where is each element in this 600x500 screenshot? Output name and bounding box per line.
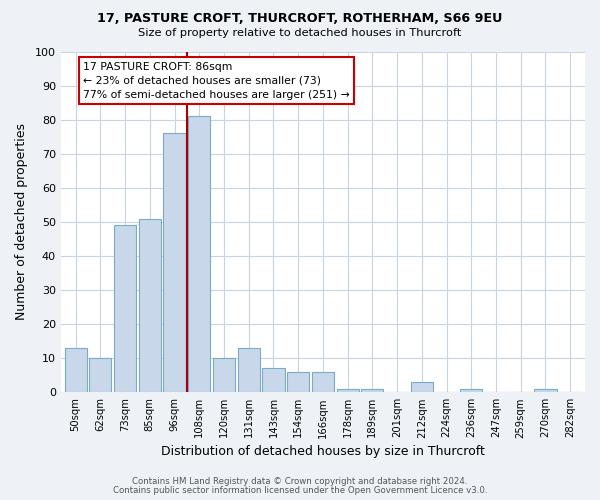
Bar bbox=[262, 368, 284, 392]
Bar bbox=[312, 372, 334, 392]
Text: Contains public sector information licensed under the Open Government Licence v3: Contains public sector information licen… bbox=[113, 486, 487, 495]
Bar bbox=[89, 358, 112, 392]
Bar bbox=[361, 389, 383, 392]
Text: Contains HM Land Registry data © Crown copyright and database right 2024.: Contains HM Land Registry data © Crown c… bbox=[132, 477, 468, 486]
Y-axis label: Number of detached properties: Number of detached properties bbox=[15, 124, 28, 320]
Bar bbox=[460, 389, 482, 392]
Bar bbox=[287, 372, 310, 392]
Bar bbox=[163, 134, 185, 392]
X-axis label: Distribution of detached houses by size in Thurcroft: Distribution of detached houses by size … bbox=[161, 444, 485, 458]
Bar bbox=[213, 358, 235, 392]
Bar bbox=[337, 389, 359, 392]
Bar bbox=[139, 218, 161, 392]
Text: 17 PASTURE CROFT: 86sqm
← 23% of detached houses are smaller (73)
77% of semi-de: 17 PASTURE CROFT: 86sqm ← 23% of detache… bbox=[83, 62, 350, 100]
Bar bbox=[65, 348, 87, 393]
Bar bbox=[238, 348, 260, 393]
Bar bbox=[410, 382, 433, 392]
Bar bbox=[188, 116, 211, 392]
Text: 17, PASTURE CROFT, THURCROFT, ROTHERHAM, S66 9EU: 17, PASTURE CROFT, THURCROFT, ROTHERHAM,… bbox=[97, 12, 503, 26]
Bar bbox=[535, 389, 557, 392]
Bar bbox=[114, 226, 136, 392]
Text: Size of property relative to detached houses in Thurcroft: Size of property relative to detached ho… bbox=[139, 28, 461, 38]
